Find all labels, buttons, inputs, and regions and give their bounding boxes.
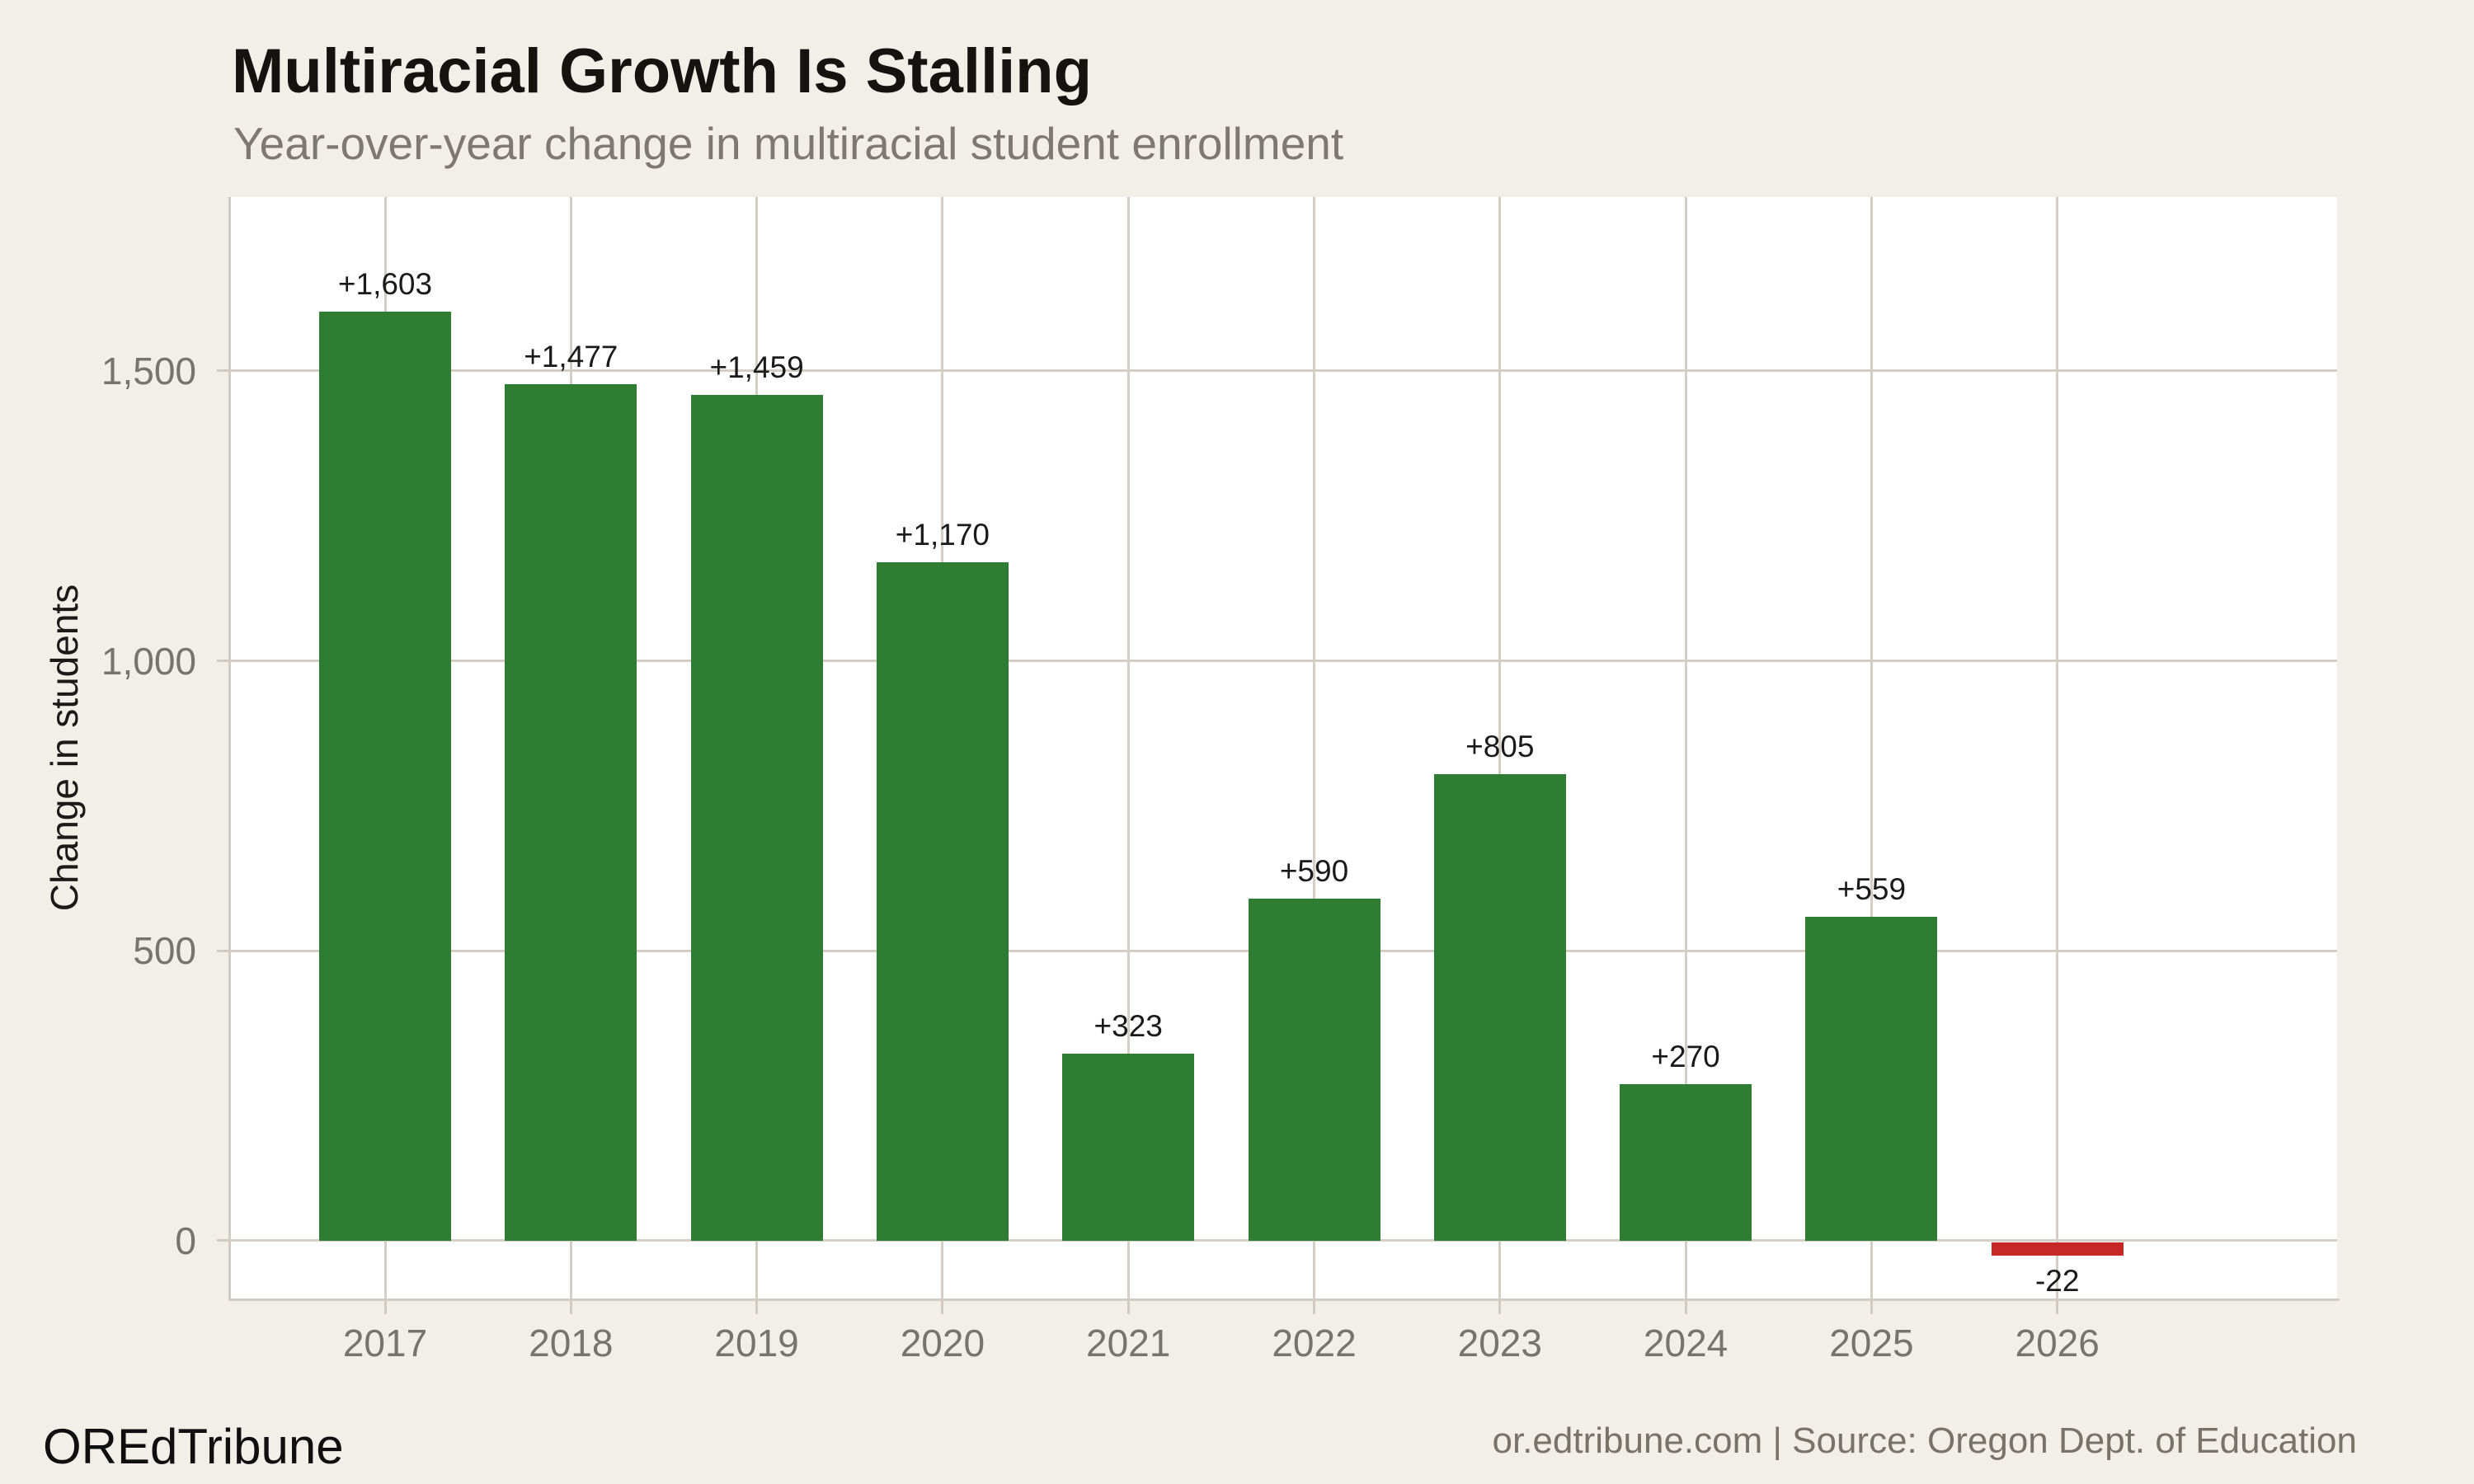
y-tick-mark	[217, 949, 228, 952]
y-tick-mark	[217, 369, 228, 373]
page-title: Multiracial Growth Is Stalling	[232, 36, 1093, 106]
y-tick-label: 1,500	[101, 349, 196, 392]
bar-2025	[1805, 916, 1938, 1241]
y-axis-line	[228, 197, 231, 1301]
bar-2022	[1248, 898, 1380, 1241]
bar-2019	[690, 394, 823, 1241]
bar-2018	[505, 384, 637, 1241]
x-tick-mark	[1684, 1301, 1687, 1314]
y-tick-mark	[217, 1239, 228, 1242]
gridline-horizontal	[231, 660, 2337, 663]
bar-value-label: +559	[1837, 871, 1907, 906]
x-tick-mark	[941, 1301, 944, 1314]
x-tick-mark	[1870, 1301, 1873, 1314]
bar-value-label: +1,603	[337, 266, 433, 301]
gridline-horizontal	[231, 369, 2337, 373]
y-tick-label: 0	[175, 1219, 196, 1262]
x-tick-mark	[569, 1301, 572, 1314]
y-tick-label: 1,000	[101, 639, 196, 683]
x-tick-label: 2019	[714, 1322, 799, 1364]
x-tick-mark	[2056, 1301, 2059, 1314]
x-tick-mark	[1126, 1301, 1130, 1314]
gridline-vertical	[1498, 197, 1502, 1298]
bar-2021	[1062, 1053, 1195, 1241]
bar-value-label: +590	[1279, 853, 1349, 888]
x-tick-label: 2018	[529, 1322, 614, 1364]
x-tick-mark	[755, 1301, 759, 1314]
bar-2024	[1620, 1083, 1752, 1241]
gridline-vertical	[1313, 197, 1315, 1298]
x-tick-label: 2023	[1457, 1322, 1542, 1364]
x-axis-line	[228, 1298, 2340, 1301]
x-tick-mark	[383, 1301, 387, 1314]
x-tick-mark	[1498, 1301, 1502, 1314]
gridline-vertical	[1126, 197, 1130, 1298]
bar-value-label: +270	[1651, 1039, 1720, 1073]
bar-value-label: +805	[1465, 729, 1535, 763]
page-subtitle: Year-over-year change in multiracial stu…	[233, 118, 1344, 169]
bar-value-label: +1,477	[524, 340, 618, 374]
bar-2017	[319, 311, 451, 1241]
x-tick-label: 2017	[342, 1322, 428, 1364]
x-tick-label: 2024	[1643, 1322, 1729, 1364]
x-tick-label: 2025	[1829, 1322, 1914, 1364]
x-tick-label: 2022	[1272, 1322, 1357, 1364]
x-tick-label: 2020	[900, 1322, 985, 1364]
bar-2023	[1433, 773, 1566, 1241]
bar-value-label: -22	[2034, 1263, 2080, 1298]
y-tick-mark	[217, 660, 228, 663]
y-tick-label: 500	[133, 929, 196, 973]
x-tick-label: 2026	[2015, 1322, 2100, 1364]
y-axis-title: Change in students	[43, 584, 86, 912]
bar-value-label: +323	[1094, 1008, 1163, 1043]
bar-2020	[876, 561, 1009, 1241]
bar-2026	[1991, 1242, 2124, 1256]
bar-value-label: +1,170	[895, 517, 990, 552]
brand-wordmark: OREdTribune	[43, 1419, 344, 1474]
gridline-vertical	[2056, 197, 2059, 1298]
gridline-horizontal	[231, 1239, 2337, 1242]
source-attribution: or.edtribune.com | Source: Oregon Dept. …	[1492, 1421, 2357, 1461]
gridline-vertical	[1870, 197, 1873, 1298]
x-tick-mark	[1313, 1301, 1315, 1314]
gridline-vertical	[1684, 197, 1687, 1298]
x-tick-label: 2021	[1086, 1322, 1171, 1364]
bar-value-label: +1,459	[709, 350, 804, 384]
